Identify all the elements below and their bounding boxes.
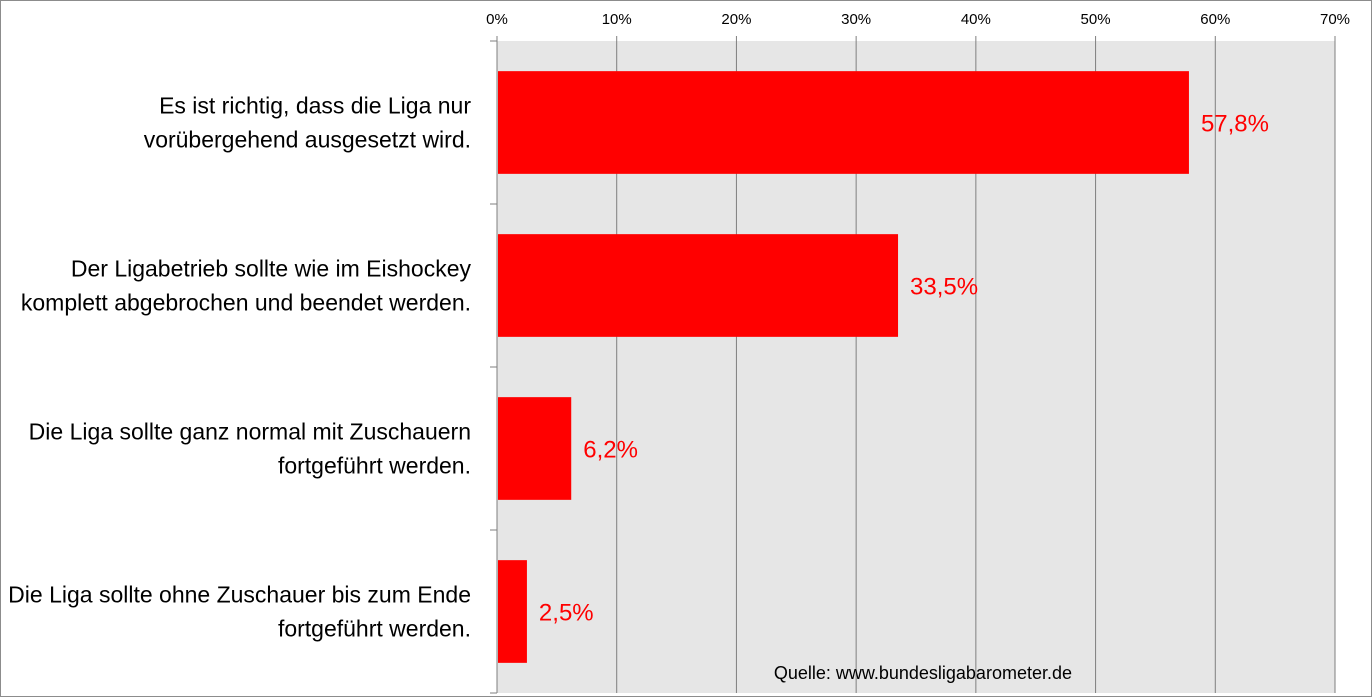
category-label-line: vorübergehend ausgesetzt wird.: [144, 127, 471, 153]
category-label-3: Die Liga sollte ganz normal mit Zuschaue…: [29, 419, 471, 479]
x-tick-label: 0%: [486, 11, 508, 28]
data-label-4: 2,5%: [539, 600, 594, 627]
category-label-2: Der Ligabetrieb sollte wie im Eishockey k…: [21, 256, 472, 316]
category-label-line: Die Liga sollte ohne Zuschauer bis zum E…: [8, 582, 471, 608]
bar-4: [498, 560, 527, 663]
bar-3: [498, 397, 572, 500]
source-note: Quelle: www.bundesligabarometer.de: [774, 663, 1072, 683]
x-tick-label: 40%: [961, 11, 991, 28]
x-tick-label: 20%: [721, 11, 751, 28]
bar-2: [498, 234, 899, 337]
category-label-line: Es ist richtig, dass die Liga nur: [159, 93, 471, 119]
data-label-3: 6,2%: [583, 437, 638, 464]
category-label-line: fortgeführt werden.: [278, 616, 471, 642]
category-label-4: Die Liga sollte ohne Zuschauer bis zum E…: [8, 582, 471, 642]
category-label-line: Die Liga sollte ganz normal mit Zuschaue…: [29, 419, 471, 445]
category-label-line: Der Ligabetrieb sollte wie im Eishockey: [71, 256, 472, 282]
category-label-line: komplett abgebrochen und beendet werden.: [21, 290, 471, 316]
category-label-line: fortgeführt werden.: [278, 453, 471, 479]
category-label-1: Es ist richtig, dass die Liga nur vorüber…: [144, 93, 472, 153]
x-tick-label: 50%: [1081, 11, 1111, 28]
data-label-2: 33,5%: [910, 274, 978, 301]
data-label-1: 57,8%: [1201, 111, 1269, 138]
bar-1: [498, 71, 1189, 174]
x-tick-label: 30%: [841, 11, 871, 28]
x-tick-label: 70%: [1320, 11, 1350, 28]
x-tick-label: 60%: [1200, 11, 1230, 28]
x-tick-label: 10%: [602, 11, 632, 28]
